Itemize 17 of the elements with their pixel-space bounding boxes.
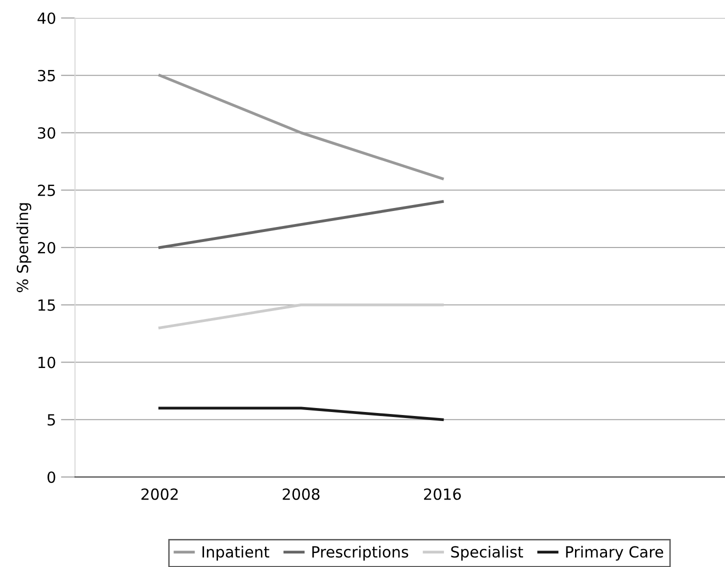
legend-label: Primary Care — [566, 546, 664, 561]
legend-label: Prescriptions — [312, 546, 408, 561]
x-tick-label: 2002 — [141, 488, 178, 500]
y-tick-label: 10 — [38, 356, 56, 368]
y-tick-label: 20 — [38, 242, 56, 254]
y-tick-label: 40 — [38, 12, 56, 24]
y-tick-label: 25 — [38, 184, 55, 196]
legend-label: Inpatient — [202, 546, 270, 561]
x-tick-label: 2016 — [424, 488, 461, 500]
y-tick-label: 30 — [38, 127, 56, 139]
y-tick-label: 5 — [48, 414, 55, 426]
y-tick-label: 0 — [48, 471, 56, 484]
x-tick-label: 2008 — [282, 488, 320, 500]
y-tick-label: 35 — [38, 70, 55, 82]
y-tick-label: 15 — [38, 300, 55, 311]
legend-label: Specialist — [451, 546, 524, 561]
y-axis-title: % Spending — [16, 203, 32, 292]
